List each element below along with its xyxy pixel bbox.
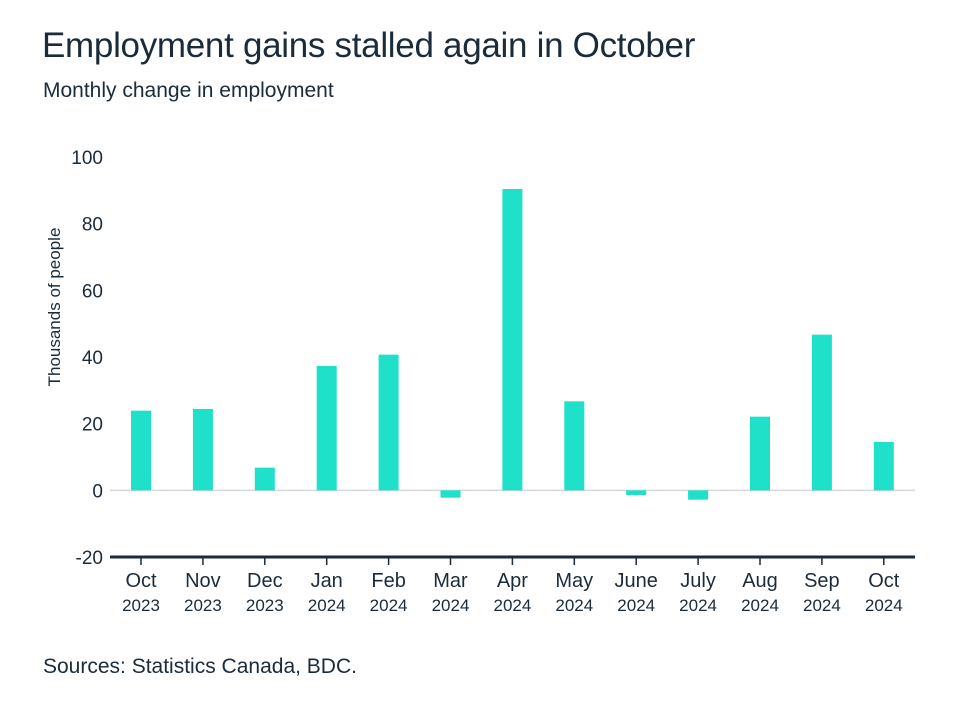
- y-tick-label: 80: [82, 215, 103, 236]
- y-tick-label: 20: [82, 415, 103, 436]
- x-tick-label-year: 2024: [493, 596, 531, 615]
- bar: [131, 410, 151, 491]
- x-tick-label-month: July: [680, 570, 716, 592]
- x-tick-label-year: 2024: [679, 596, 717, 615]
- bar: [811, 334, 832, 491]
- x-tick-label-year: 2024: [370, 596, 408, 615]
- x-tick-label-year: 2024: [555, 596, 593, 615]
- x-axis: Oct 2023 Nov 2023 Dec 2023 Jan 2024 Feb 2024 Mar 20…: [110, 555, 915, 615]
- bar: [750, 416, 770, 491]
- chart-title: Employment gains stalled again in Octobe…: [42, 26, 696, 65]
- x-tick-label-year: 2024: [308, 596, 346, 615]
- x-tick-label-year: 2024: [432, 596, 470, 615]
- x-tick-label-month: Sep: [804, 570, 840, 592]
- y-tick-label: 100: [71, 148, 103, 169]
- x-tick-label-month: Dec: [247, 570, 283, 592]
- y-axis-label: Thousands of people: [45, 228, 64, 387]
- y-tick-label: 60: [82, 281, 103, 302]
- bar: [564, 401, 585, 491]
- bar: [688, 490, 709, 500]
- bar: [192, 409, 213, 491]
- source-note: Sources: Statistics Canada, BDC.: [43, 655, 357, 678]
- x-tick-label-month: Oct: [125, 570, 157, 592]
- x-tick-label-year: 2024: [803, 596, 841, 615]
- y-tick-label: -20: [76, 548, 103, 569]
- x-tick-label-month: Aug: [742, 570, 778, 592]
- bars: [131, 189, 894, 500]
- x-tick-label-month: Mar: [433, 570, 468, 592]
- x-tick-label-month: Nov: [185, 570, 221, 592]
- y-tick-label: 0: [92, 481, 103, 502]
- chart-subtitle: Monthly change in employment: [43, 79, 334, 102]
- x-tick-label-month: May: [555, 570, 593, 592]
- bar: [440, 490, 461, 498]
- y-tick-label: 40: [82, 348, 103, 369]
- bar: [254, 467, 275, 491]
- x-tick-label-month: Apr: [497, 570, 528, 592]
- bar: [626, 490, 647, 495]
- x-tick-label-month: Jan: [311, 570, 343, 592]
- bar: [502, 189, 523, 491]
- y-axis-ticks: 100 80 60 40 20 0 -20: [71, 148, 103, 569]
- bar: [873, 442, 894, 491]
- x-tick-label-year: 2024: [617, 596, 655, 615]
- x-tick-label-year: 2024: [865, 596, 903, 615]
- x-tick-label-year: 2024: [741, 596, 779, 615]
- x-tick-label-month: June: [615, 570, 658, 592]
- x-tick-label-year: 2023: [246, 596, 284, 615]
- x-tick-label-month: Feb: [371, 570, 405, 592]
- bar: [316, 366, 337, 491]
- x-tick-label-year: 2023: [122, 596, 160, 615]
- x-tick-label-month: Oct: [868, 570, 900, 592]
- bar: [378, 354, 399, 491]
- x-tick-label-year: 2023: [184, 596, 222, 615]
